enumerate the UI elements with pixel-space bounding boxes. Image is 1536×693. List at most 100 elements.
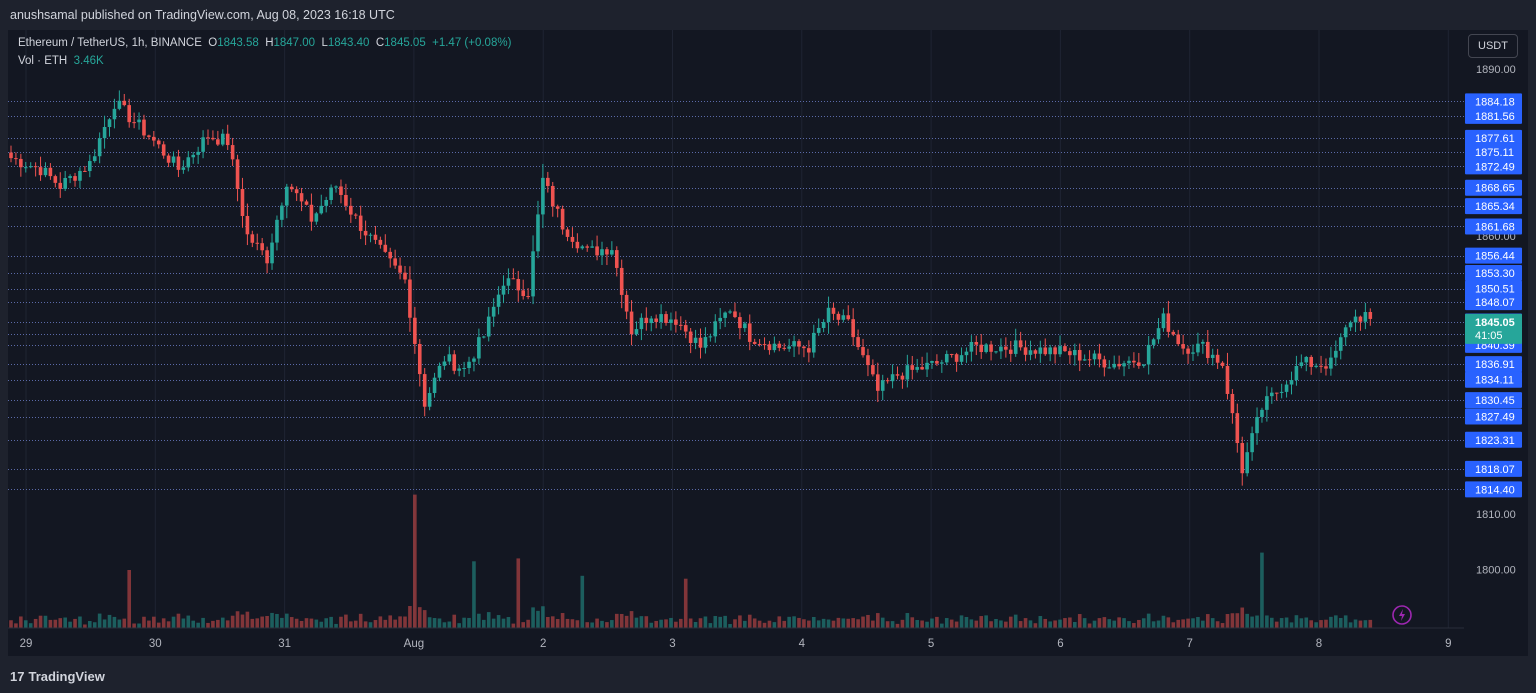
- volume-bar: [555, 619, 560, 628]
- volume-bar: [585, 622, 590, 628]
- high-label: H: [265, 37, 274, 49]
- volume-bar: [353, 620, 358, 628]
- volume-bar: [575, 620, 580, 628]
- candle-body: [299, 193, 304, 202]
- volume-bar: [19, 616, 23, 628]
- volume-label[interactable]: Vol · ETH: [18, 55, 68, 67]
- volume-bar: [68, 621, 72, 628]
- candle-body: [979, 344, 984, 353]
- footer-bar: [0, 660, 1536, 693]
- candle-body: [1250, 433, 1254, 453]
- candle-body: [1092, 353, 1097, 360]
- volume-bar: [196, 622, 200, 628]
- volume-bar: [920, 620, 924, 628]
- candle-body: [1082, 359, 1087, 361]
- tradingview-logo[interactable]: 17 TradingView: [10, 669, 105, 684]
- volume-bar: [738, 615, 742, 628]
- volume-bar: [1146, 613, 1151, 628]
- volume-bar: [1250, 616, 1254, 628]
- y-tick-label: 1810.00: [1476, 509, 1516, 521]
- volume-bar: [802, 619, 806, 628]
- volume-bar: [1043, 618, 1048, 628]
- candle-body: [422, 374, 427, 407]
- volume-bar: [1235, 613, 1240, 628]
- volume-bar: [792, 616, 796, 628]
- tradingview-logo-text: TradingView: [28, 669, 105, 684]
- candle-body: [1048, 347, 1052, 355]
- chart-pane[interactable]: [8, 30, 1464, 656]
- volume-bar: [821, 618, 826, 628]
- candle-body: [846, 315, 851, 320]
- volume-bar: [639, 616, 644, 628]
- volume-bar: [358, 613, 363, 628]
- volume-bar: [452, 614, 457, 628]
- candle-body: [68, 176, 72, 178]
- candle-body: [260, 243, 264, 251]
- volume-bar: [1176, 619, 1181, 628]
- volume-bar: [1196, 616, 1200, 628]
- candle-body: [48, 167, 53, 177]
- volume-bar: [373, 620, 378, 628]
- volume-bar: [186, 615, 191, 628]
- candle-body: [368, 234, 373, 236]
- candle-body: [1368, 312, 1373, 319]
- low-value: 1843.40: [327, 37, 370, 49]
- volume-bar: [166, 621, 171, 628]
- volume-bar: [142, 616, 146, 628]
- volume-bar: [1215, 621, 1220, 628]
- candle-body: [78, 170, 82, 181]
- volume-bar: [289, 617, 294, 628]
- candle-body: [989, 344, 993, 352]
- candle-body: [181, 167, 186, 170]
- candle-body: [757, 343, 762, 345]
- candle-body: [255, 242, 260, 244]
- candle-body: [570, 236, 575, 242]
- volume-bar: [1073, 621, 1077, 628]
- volume-bar: [910, 617, 915, 628]
- volume-bar: [339, 616, 343, 628]
- volume-bar: [683, 578, 688, 628]
- candle-body: [1151, 339, 1156, 345]
- candle-body: [541, 177, 545, 215]
- candle-body: [1230, 393, 1235, 414]
- volume-bar: [816, 620, 821, 628]
- volume-bar: [1270, 617, 1274, 628]
- level-label: 1814.40: [1475, 484, 1515, 496]
- candle-body: [841, 315, 846, 320]
- candle-body: [1245, 452, 1249, 474]
- candle-body: [821, 321, 826, 328]
- candle-body: [713, 321, 718, 337]
- low-label: L: [321, 37, 328, 49]
- volume-bar: [516, 558, 521, 628]
- candle-body: [802, 346, 806, 349]
- candle-body: [1358, 316, 1363, 322]
- volume-bar: [964, 616, 969, 628]
- volume-bar: [659, 619, 663, 628]
- symbol-label[interactable]: Ethereum / TetherUS, 1h, BINANCE: [18, 37, 202, 49]
- candle-body: [984, 344, 988, 353]
- candle-body: [1171, 331, 1176, 335]
- volume-bar: [132, 623, 136, 628]
- candle-body: [1087, 359, 1092, 361]
- top-bar: anushsamal published on TradingView.com,…: [0, 0, 1536, 30]
- candle-body: [659, 314, 663, 322]
- candle-body: [1004, 346, 1008, 350]
- volume-bar: [1122, 618, 1126, 628]
- volume-bar: [1018, 621, 1023, 628]
- candle-body: [112, 108, 117, 120]
- volume-bar: [225, 620, 230, 628]
- candle-body: [1013, 340, 1018, 354]
- volume-bar: [496, 615, 501, 628]
- lightning-icon[interactable]: [1391, 604, 1413, 626]
- volume-bar: [230, 615, 235, 628]
- volume-bar: [1112, 620, 1116, 628]
- candle-body: [240, 188, 245, 216]
- candle-body: [1265, 396, 1269, 410]
- candle-body: [1260, 409, 1264, 417]
- volume-bar: [201, 617, 205, 628]
- candle-body: [329, 187, 333, 200]
- volume-bar: [693, 622, 698, 628]
- currency-button[interactable]: USDT: [1468, 34, 1518, 58]
- volume-bar: [388, 615, 393, 628]
